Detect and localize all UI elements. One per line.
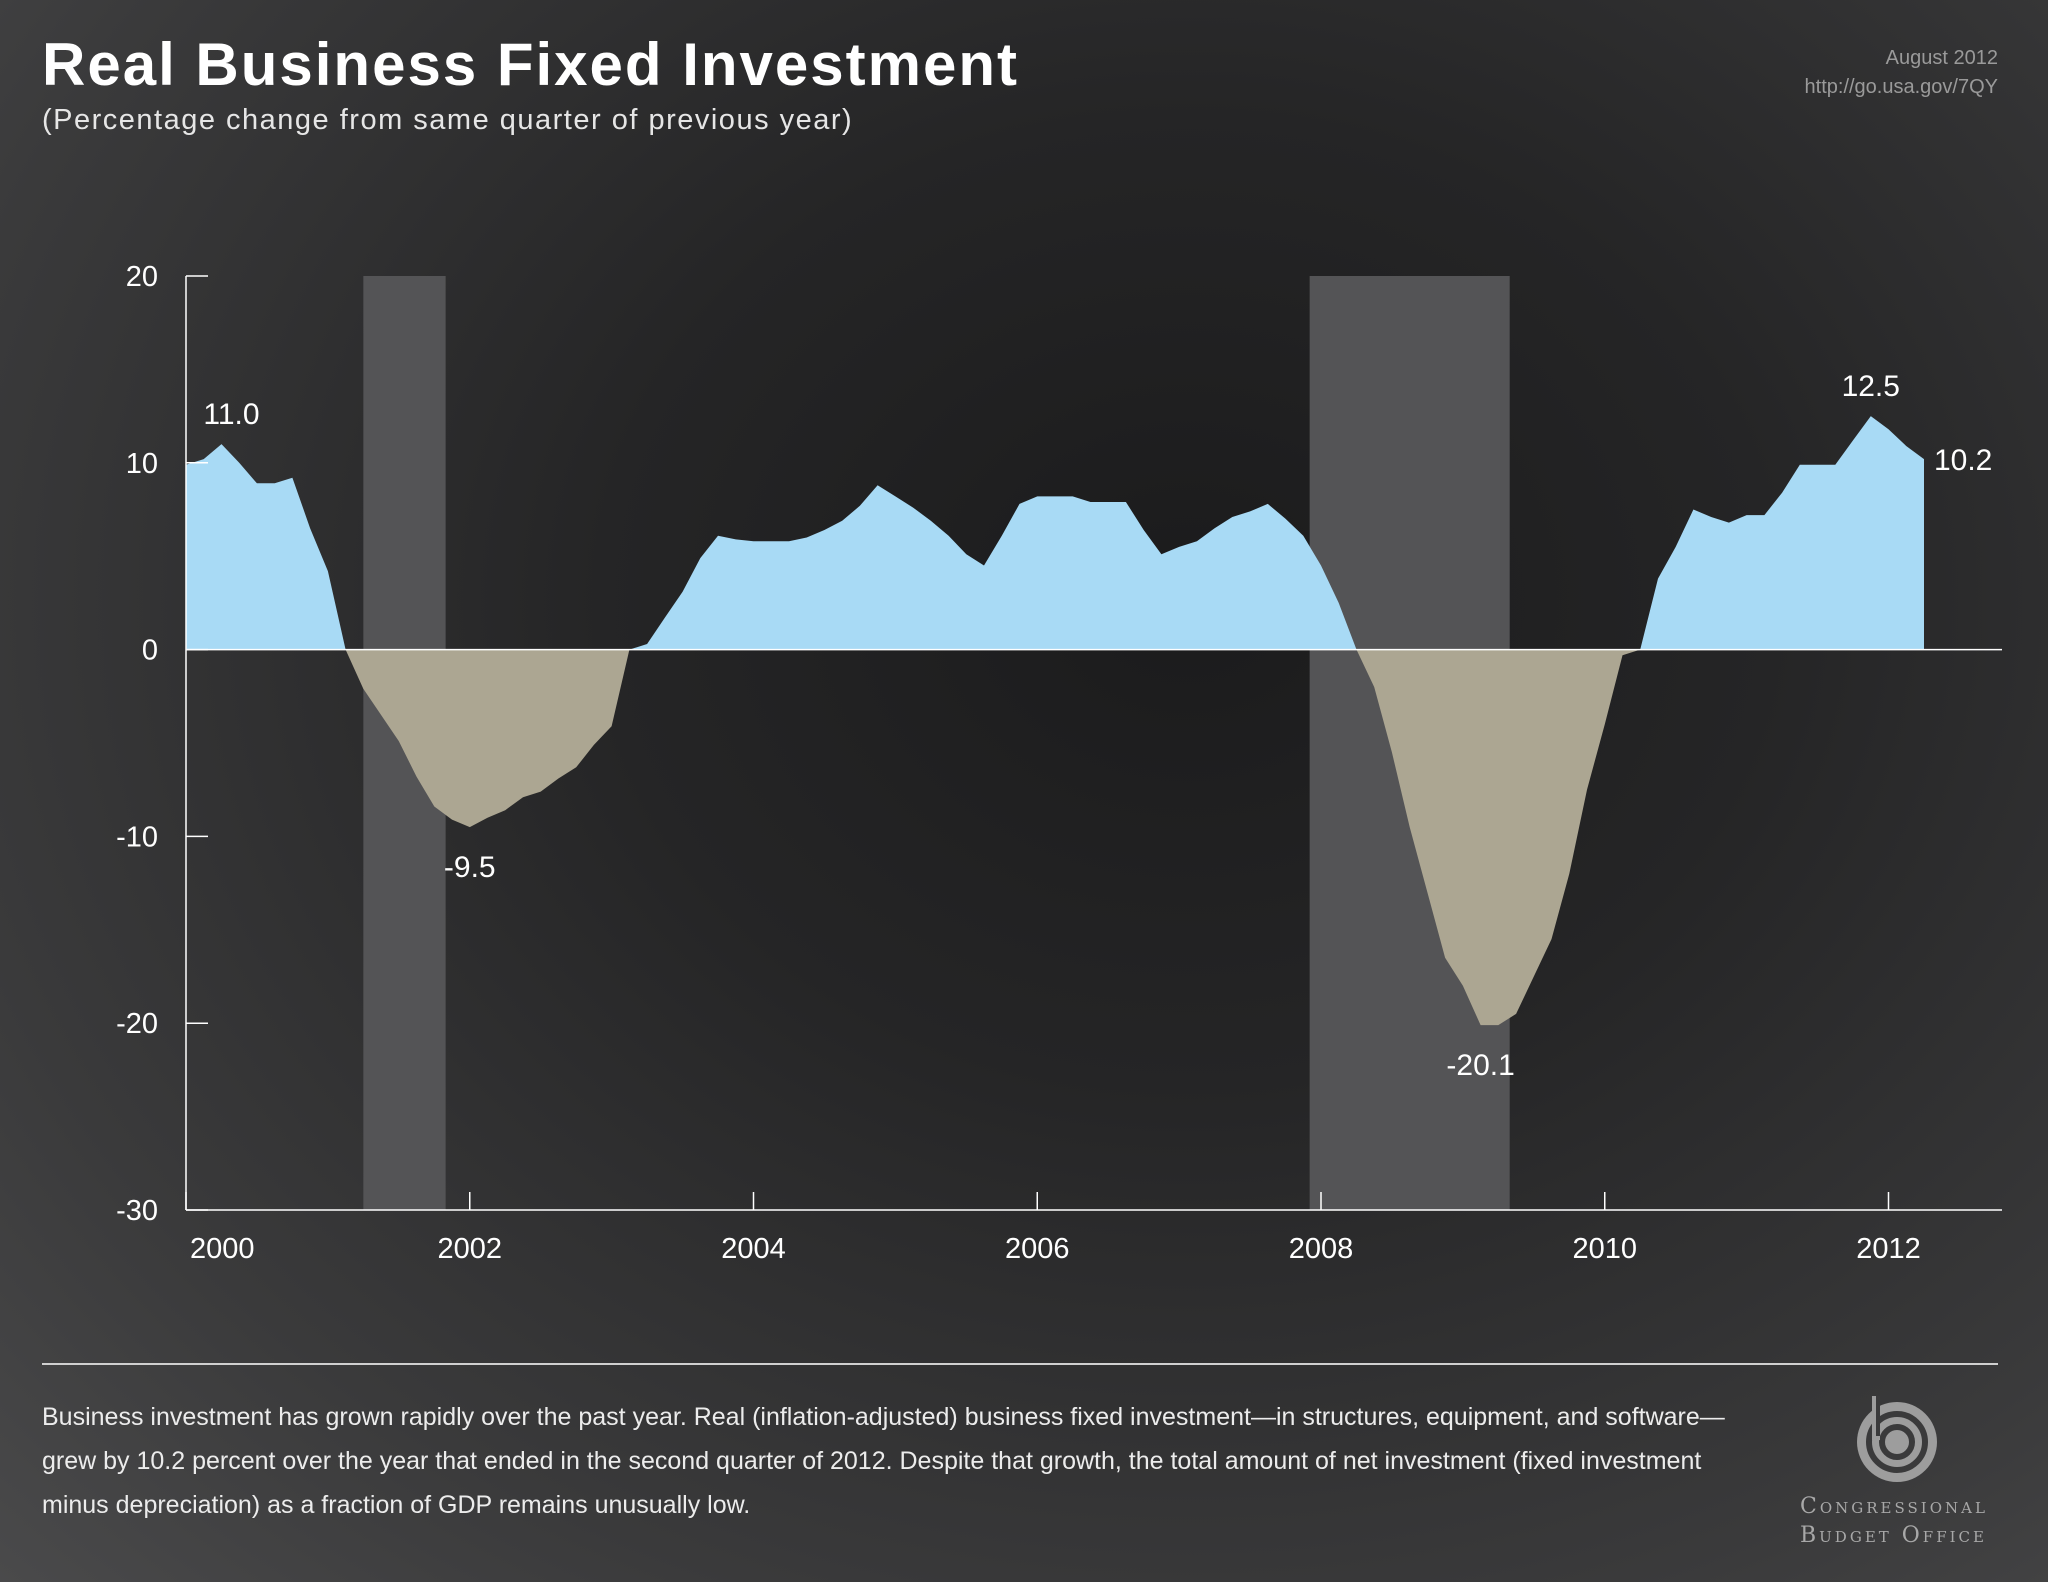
x-tick-label: 2010: [1572, 1233, 1637, 1265]
data-label: 11.0: [203, 398, 259, 431]
tick-labels: -30 -20 -10 0 10 20 2000 2002 2004 2006 2008 2010 20…: [116, 261, 1921, 1265]
y-tick-label: 10: [126, 448, 158, 480]
y-tick-label: -20: [116, 1008, 158, 1040]
data-annotations: 11.0 -9.5 -20.1 12.5 10.2: [203, 370, 1992, 1082]
data-label: 10.2: [1934, 444, 1992, 477]
x-tick-label: 2004: [721, 1233, 786, 1265]
positive-growth-area: [186, 416, 1924, 650]
x-tick-label: 2012: [1856, 1233, 1921, 1265]
chart-title: Real Business Fixed Investment: [42, 31, 1019, 98]
cbo-wordmark-line1: Congressional: [1800, 1494, 1988, 1519]
axes: [185, 275, 2002, 1211]
investment-area: [186, 416, 1924, 1026]
y-tick-label: 20: [126, 261, 158, 293]
y-tick-label: -30: [116, 1195, 158, 1227]
negative-growth-area: [186, 649, 1924, 1026]
chart-area: -30 -20 -10 0 10 20 2000 2002 2004 2006 2008 2010 20…: [116, 261, 2002, 1265]
data-label: 12.5: [1842, 370, 1900, 403]
caption-text: Business investment has grown rapidly ov…: [42, 1403, 1725, 1519]
cbo-logo: Congressional Budget Office: [1796, 1388, 2008, 1558]
data-label: -20.1: [1446, 1049, 1514, 1082]
x-tick-label: 2002: [437, 1233, 502, 1265]
data-label: -9.5: [444, 851, 496, 884]
source-link[interactable]: http://go.usa.gov/7QY: [1804, 76, 1998, 98]
x-tick-label: 2006: [1005, 1233, 1070, 1265]
chart-subtitle: (Percentage change from same quarter of …: [42, 104, 854, 136]
cbo-logo-icon: [1857, 1396, 1937, 1482]
x-tick-label: 2008: [1289, 1233, 1354, 1265]
x-tick-label: 2000: [190, 1233, 255, 1265]
y-tick-label: 0: [142, 635, 158, 667]
publication-date: August 2012: [1885, 47, 1998, 69]
cbo-wordmark: Congressional Budget Office: [1800, 1492, 1988, 1550]
y-tick-label: -10: [116, 821, 158, 853]
cbo-wordmark-line2: Budget Office: [1800, 1523, 1987, 1548]
publication-info: August 2012 http://go.usa.gov/7QY: [1805, 44, 1998, 102]
divider: [42, 1363, 1998, 1365]
